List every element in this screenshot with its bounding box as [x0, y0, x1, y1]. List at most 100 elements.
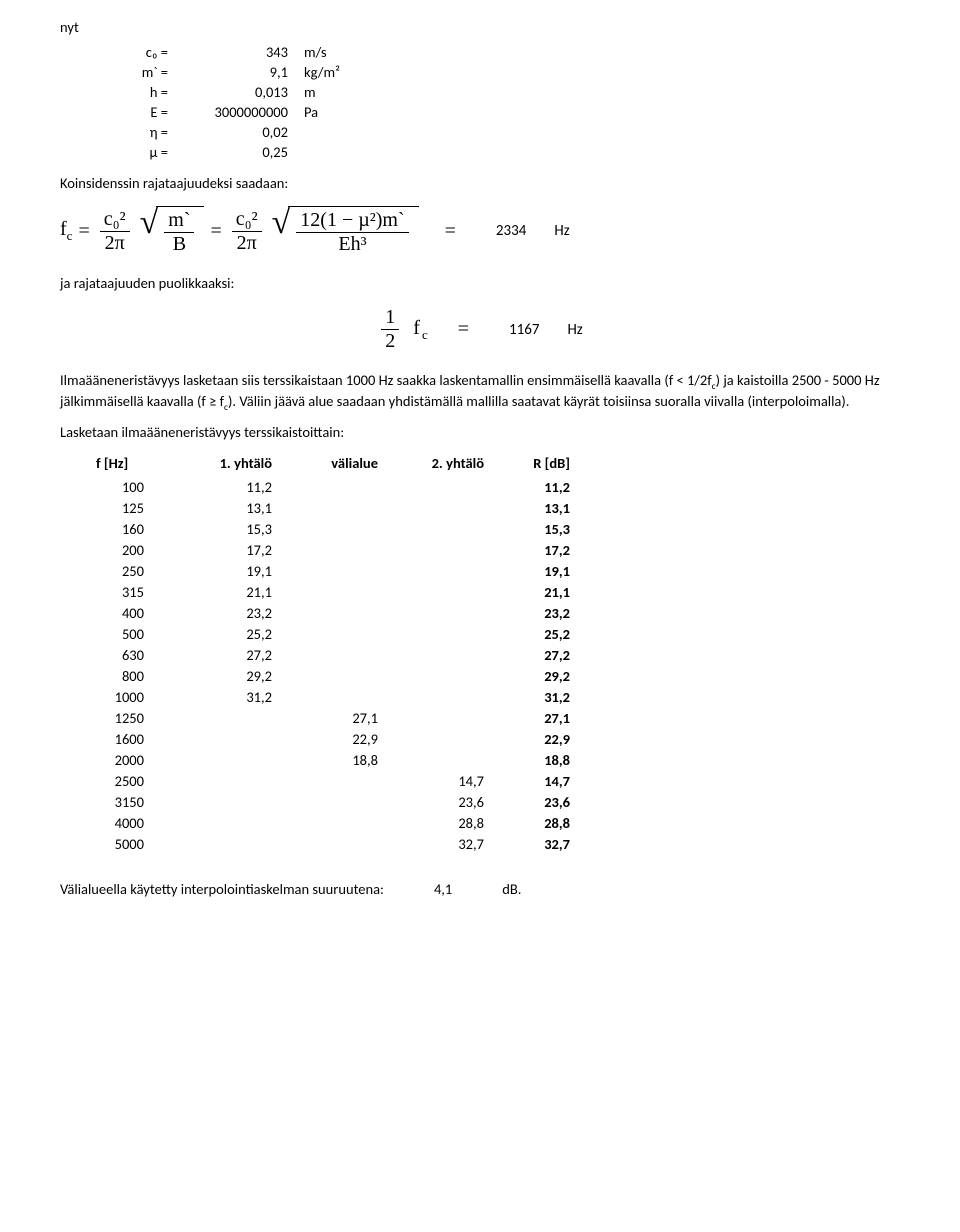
param-symbol: η = — [120, 122, 178, 142]
cell-r: 27,2 — [492, 644, 578, 665]
cell-interp — [280, 560, 386, 581]
cell-r: 13,1 — [492, 497, 578, 518]
cell-interp — [280, 602, 386, 623]
cell-r: 29,2 — [492, 665, 578, 686]
col-header-eq2: 2. yhtälö — [386, 453, 492, 477]
table-row: 20017,217,2 — [88, 539, 578, 560]
cell-interp — [280, 623, 386, 644]
cell-f: 4000 — [88, 812, 174, 833]
cell-eq1: 25,2 — [174, 623, 280, 644]
cell-eq1: 27,2 — [174, 644, 280, 665]
table-row: 12513,113,1 — [88, 497, 578, 518]
param-unit — [298, 142, 350, 162]
cell-interp — [280, 833, 386, 854]
col-header-f: f [Hz] — [88, 453, 174, 477]
cell-eq2 — [386, 560, 492, 581]
cell-eq1 — [174, 812, 280, 833]
half-fc-value: 1167 — [509, 321, 539, 339]
param-row: μ =0,25 — [120, 142, 350, 162]
cell-eq2 — [386, 707, 492, 728]
param-row: m` =9,1kg/m² — [120, 62, 350, 82]
table-row: 100031,231,2 — [88, 686, 578, 707]
equation-half-fc: 1 2 fc = 1167 Hz — [60, 306, 900, 353]
footer-line: Välialueella käytetty interpolointiaskel… — [60, 880, 900, 898]
param-value: 0,25 — [178, 142, 298, 162]
cell-eq1: 13,1 — [174, 497, 280, 518]
param-row: E =3000000000Pa — [120, 102, 350, 122]
footer-unit: dB. — [502, 880, 521, 898]
cell-r: 22,9 — [492, 728, 578, 749]
table-row: 50025,225,2 — [88, 623, 578, 644]
table-row: 250014,714,7 — [88, 770, 578, 791]
cell-interp — [280, 518, 386, 539]
param-value: 0,013 — [178, 82, 298, 102]
cell-eq2: 32,7 — [386, 833, 492, 854]
param-symbol: h = — [120, 82, 178, 102]
param-unit: m — [298, 82, 350, 102]
cell-interp: 22,9 — [280, 728, 386, 749]
cell-eq2 — [386, 581, 492, 602]
cell-eq2 — [386, 518, 492, 539]
cell-interp — [280, 770, 386, 791]
cell-f: 315 — [88, 581, 174, 602]
param-unit — [298, 122, 350, 142]
col-header-interp: välialue — [280, 453, 386, 477]
cell-eq1 — [174, 833, 280, 854]
table-row: 80029,229,2 — [88, 665, 578, 686]
col-header-eq1: 1. yhtälö — [174, 453, 280, 477]
table-row: 63027,227,2 — [88, 644, 578, 665]
fc-result-value: 2334 — [496, 222, 526, 240]
cell-f: 630 — [88, 644, 174, 665]
cell-r: 27,1 — [492, 707, 578, 728]
cell-eq2 — [386, 665, 492, 686]
cell-interp: 27,1 — [280, 707, 386, 728]
param-value: 9,1 — [178, 62, 298, 82]
explanation-paragraph: Ilmaääneneristävyys lasketaan siis terss… — [60, 371, 900, 413]
cell-eq1: 15,3 — [174, 518, 280, 539]
half-freq-text: ja rajataajuuden puolikkaaksi: — [60, 274, 900, 292]
param-unit: kg/m² — [298, 62, 350, 82]
param-value: 0,02 — [178, 122, 298, 142]
cell-eq2 — [386, 623, 492, 644]
param-value: 3000000000 — [178, 102, 298, 122]
cell-eq2: 23,6 — [386, 791, 492, 812]
cell-eq1: 23,2 — [174, 602, 280, 623]
cell-interp — [280, 476, 386, 497]
cell-f: 5000 — [88, 833, 174, 854]
footer-value: 4,1 — [434, 880, 452, 898]
cell-r: 15,3 — [492, 518, 578, 539]
table-row: 400028,828,8 — [88, 812, 578, 833]
param-unit: Pa — [298, 102, 350, 122]
param-row: c₀ =343m/s — [120, 42, 350, 62]
cell-eq2 — [386, 476, 492, 497]
parameter-table: c₀ =343m/sm` =9,1kg/m²h =0,013mE =300000… — [120, 42, 350, 162]
cell-r: 19,1 — [492, 560, 578, 581]
footer-text: Välialueella käytetty interpolointiaskel… — [60, 880, 384, 898]
col-header-r: R [dB] — [492, 453, 578, 477]
cell-interp — [280, 665, 386, 686]
cell-f: 800 — [88, 665, 174, 686]
table-row: 200018,818,8 — [88, 749, 578, 770]
table-intro-text: Lasketaan ilmaääneneristävyys terssikais… — [60, 423, 900, 441]
table-row: 315023,623,6 — [88, 791, 578, 812]
cell-r: 17,2 — [492, 539, 578, 560]
param-unit: m/s — [298, 42, 350, 62]
cell-eq1 — [174, 791, 280, 812]
cell-interp — [280, 812, 386, 833]
param-symbol: E = — [120, 102, 178, 122]
koinsidenssi-text: Koinsidenssin rajataajuudeksi saadaan: — [60, 174, 900, 192]
cell-f: 1250 — [88, 707, 174, 728]
cell-r: 18,8 — [492, 749, 578, 770]
cell-f: 250 — [88, 560, 174, 581]
cell-r: 28,8 — [492, 812, 578, 833]
results-table: f [Hz] 1. yhtälö välialue 2. yhtälö R [d… — [88, 453, 578, 855]
param-symbol: μ = — [120, 142, 178, 162]
cell-eq2 — [386, 749, 492, 770]
cell-f: 160 — [88, 518, 174, 539]
cell-f: 1000 — [88, 686, 174, 707]
cell-r: 14,7 — [492, 770, 578, 791]
cell-eq1: 11,2 — [174, 476, 280, 497]
cell-f: 1600 — [88, 728, 174, 749]
cell-eq1 — [174, 707, 280, 728]
cell-f: 3150 — [88, 791, 174, 812]
